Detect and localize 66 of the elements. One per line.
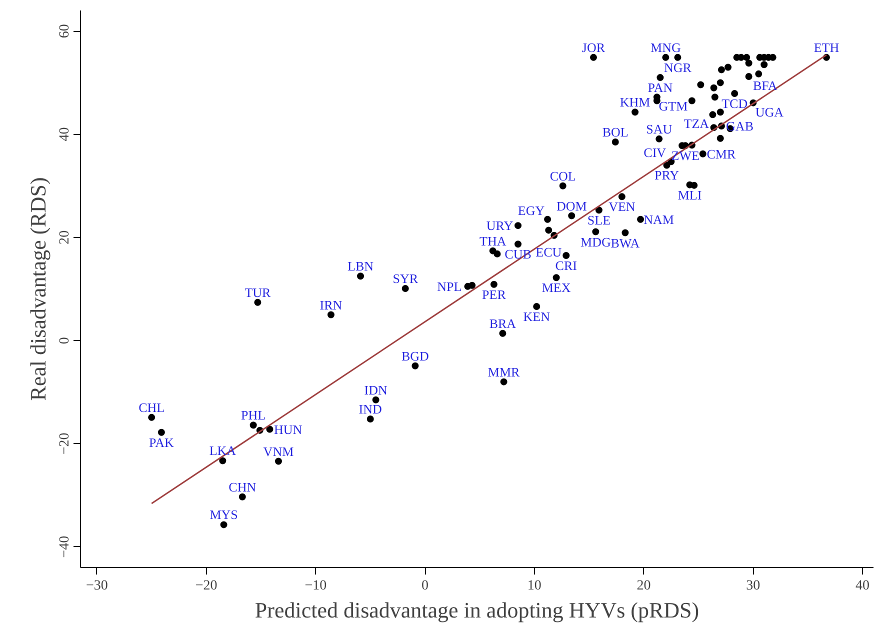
annotation: LBN xyxy=(348,258,374,274)
y-tick-label: −20 xyxy=(58,432,72,455)
annotation: IDN xyxy=(364,382,388,398)
x-axis-title: Predicted disadvantage in adopting HYVs (pRDS) xyxy=(254,598,700,622)
annotation: PER xyxy=(482,286,506,302)
y-tick-label: 0 xyxy=(58,337,72,344)
annotation: PRY xyxy=(654,168,680,183)
annotation: BGD xyxy=(401,348,429,364)
annotation: TCD xyxy=(722,96,748,112)
annotation: TUR xyxy=(244,284,272,300)
annotation: ETH xyxy=(814,40,840,55)
annotation: SAU xyxy=(646,121,673,136)
annotation: NGR xyxy=(664,60,692,75)
annotation: ECU xyxy=(536,244,562,260)
annotation: BRA xyxy=(489,316,517,331)
y-tick-label: 60 xyxy=(58,24,72,38)
annotation: MLI xyxy=(678,187,702,202)
annotation: IRN xyxy=(320,297,343,312)
annotation: UGA xyxy=(755,104,784,120)
annotation: CHN xyxy=(228,479,257,494)
annotation: NAM xyxy=(644,212,674,227)
annotation: CMR xyxy=(706,146,736,162)
x-tick-label: −20 xyxy=(195,578,218,594)
annotation: JOR xyxy=(582,40,606,55)
annotation: PAK xyxy=(149,434,174,450)
x-tick-label: 30 xyxy=(746,578,760,594)
annotation: EGY xyxy=(518,202,546,218)
annotation: BWA xyxy=(610,235,640,250)
x-tick-label: 10 xyxy=(527,578,542,594)
annotation: HUN xyxy=(274,422,303,437)
annotation: PHL xyxy=(241,408,266,423)
y-tick-label: 20 xyxy=(58,230,72,244)
annotation: IND xyxy=(358,401,382,416)
annotation: BFA xyxy=(752,78,778,94)
annotation: KHM xyxy=(620,94,651,110)
annotation: MNG xyxy=(650,40,681,55)
y-axis-title: Real disadvantage (RDS) xyxy=(26,177,50,401)
y-tick-label: 40 xyxy=(58,127,72,142)
x-tick-label: 40 xyxy=(856,578,870,594)
x-tick-label: 0 xyxy=(422,578,429,594)
annotation: BOL xyxy=(602,124,628,140)
annotation: SYR xyxy=(392,270,418,286)
annotation: KEN xyxy=(523,309,551,324)
x-tick-label: 20 xyxy=(636,578,651,594)
annotation: COL xyxy=(550,168,576,184)
annotation: THA xyxy=(480,233,507,248)
y-tick-label: −40 xyxy=(58,536,72,558)
annotation: MDG xyxy=(580,234,611,250)
annotation: GTM xyxy=(658,98,688,114)
annotation: MYS xyxy=(210,507,238,522)
annotation: CRI xyxy=(555,258,577,273)
x-tick-label: −30 xyxy=(86,578,108,594)
annotation: CHL xyxy=(138,400,165,415)
annotation: NPL xyxy=(437,278,462,294)
annotation: MEX xyxy=(542,280,572,296)
annotation: VEN xyxy=(608,199,636,214)
annotation: CIV xyxy=(644,145,667,160)
annotation: URY xyxy=(486,218,514,234)
annotation: MMR xyxy=(488,364,520,380)
x-tick-label: −10 xyxy=(304,578,327,594)
annotation: VNM xyxy=(263,444,294,459)
annotation: TZA xyxy=(684,116,710,132)
annotation: DOM xyxy=(556,198,588,214)
annotation: GAB xyxy=(726,118,754,134)
annotation: PAN xyxy=(648,80,674,96)
annotation: SLE xyxy=(587,212,611,228)
